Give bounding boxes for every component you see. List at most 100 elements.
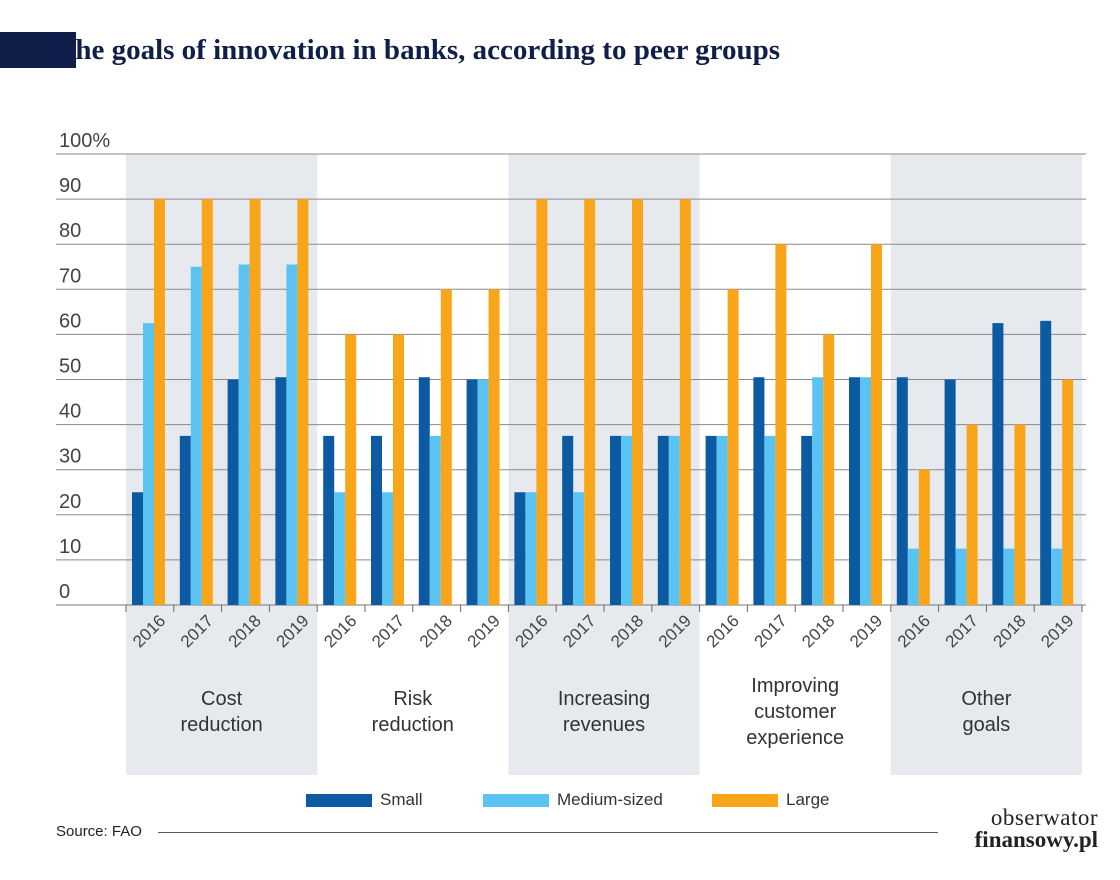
bar-large xyxy=(536,199,548,605)
publisher-logo: obserwator finansowy.pl xyxy=(948,805,1098,851)
group-label: Increasing revenues xyxy=(558,688,650,736)
legend-item-large: Large xyxy=(712,787,829,813)
bar-small xyxy=(753,377,765,605)
y-tick-label: 90 xyxy=(59,175,81,197)
bar-medium xyxy=(907,548,919,605)
bar-large xyxy=(345,334,357,605)
bar-small xyxy=(992,323,1004,605)
y-tick-label: 70 xyxy=(59,265,81,287)
bar-small xyxy=(323,435,335,605)
bar-small xyxy=(227,379,239,605)
legend-swatch-small xyxy=(306,793,372,807)
bar-medium xyxy=(382,492,393,605)
legend-label-medium: Medium-sized xyxy=(557,790,663,809)
bar-small xyxy=(132,492,143,605)
y-tick-label: 0 xyxy=(59,581,70,603)
title-accent-bar xyxy=(0,32,76,68)
bar-large xyxy=(727,289,739,605)
bars xyxy=(132,199,1074,605)
bar-large xyxy=(440,289,452,605)
bar-medium xyxy=(477,379,489,605)
source-note: Source: FAO xyxy=(56,823,142,840)
legend-swatch-large xyxy=(712,793,778,807)
bar-large xyxy=(297,199,309,605)
bar-large xyxy=(679,199,691,605)
bar-small xyxy=(944,379,956,605)
group-label: Other goals xyxy=(961,688,1011,736)
bar-small xyxy=(514,492,526,605)
y-tick-label: 60 xyxy=(59,310,81,332)
bar-small xyxy=(466,379,478,605)
logo-line-1: obserwator xyxy=(990,805,1098,830)
y-tick-label: 80 xyxy=(59,220,81,242)
group-label: Improving customer experience xyxy=(746,675,844,749)
legend-item-small: Small xyxy=(306,787,423,813)
bar-large xyxy=(488,289,500,605)
bar-large xyxy=(154,199,165,605)
bar-medium xyxy=(764,435,776,605)
y-tick-label: 20 xyxy=(59,491,81,513)
chart-title: The goals of innovation in banks, accord… xyxy=(56,34,781,66)
bar-medium xyxy=(860,377,871,605)
bar-medium xyxy=(621,435,632,605)
bar-small xyxy=(371,435,382,605)
legend: Small Medium-sized Large xyxy=(0,787,1120,813)
x-axis-ticks xyxy=(125,605,1083,612)
bar-small xyxy=(179,435,191,605)
x-axis-group-labels: Cost reduction Risk reduction Increasing reve… xyxy=(180,675,1011,749)
legend-item-medium: Medium-sized xyxy=(483,787,663,813)
bar-large xyxy=(918,469,930,605)
x-year-label: 2016 xyxy=(320,611,360,651)
x-year-label: 2016 xyxy=(703,611,743,651)
y-tick-label: 30 xyxy=(59,446,81,468)
group-bands xyxy=(126,154,1082,775)
bar-small xyxy=(896,377,908,605)
legend-swatch-medium xyxy=(483,793,549,807)
x-year-label: 2019 xyxy=(846,611,886,651)
group-label: Cost reduction xyxy=(180,688,262,736)
x-year-label: 2017 xyxy=(750,611,790,651)
bar-large xyxy=(1062,379,1074,605)
y-tick-label: 50 xyxy=(59,356,81,378)
legend-label-small: Small xyxy=(380,790,423,809)
bar-medium xyxy=(1051,548,1063,605)
legend-label-large: Large xyxy=(786,790,830,809)
bar-large xyxy=(1014,424,1026,605)
bar-medium xyxy=(286,264,298,605)
x-year-label: 2017 xyxy=(368,611,408,651)
y-axis-tick-labels: 0 10 20 30 40 50 60 70 80 90 100% xyxy=(59,130,110,603)
bar-medium xyxy=(716,435,728,605)
source-divider xyxy=(158,832,938,833)
bar-small xyxy=(610,435,621,605)
bar-small xyxy=(801,435,813,605)
bar-large xyxy=(871,244,882,605)
bar-small xyxy=(849,377,860,605)
bar-medium xyxy=(955,548,967,605)
bar-medium xyxy=(812,377,824,605)
bar-medium xyxy=(190,266,202,605)
bar-small xyxy=(705,435,717,605)
bar-small xyxy=(275,377,287,605)
bar-medium xyxy=(334,492,346,605)
bar-large xyxy=(584,199,596,605)
bar-medium xyxy=(573,492,585,605)
x-year-label: 2018 xyxy=(416,611,456,651)
bar-medium xyxy=(1003,548,1015,605)
bar-large xyxy=(632,199,643,605)
bar-medium xyxy=(143,323,154,605)
y-tick-label: 10 xyxy=(59,536,81,558)
x-year-label: 2019 xyxy=(464,611,504,651)
bar-large xyxy=(249,199,261,605)
bar-small xyxy=(418,377,430,605)
bar-small xyxy=(562,435,574,605)
bar-large xyxy=(966,424,978,605)
x-year-label: 2018 xyxy=(798,611,838,651)
bar-large xyxy=(775,244,787,605)
bar-medium xyxy=(238,264,250,605)
group-band xyxy=(890,154,1082,775)
bar-large xyxy=(823,334,835,605)
y-tick-label: 100% xyxy=(59,130,110,152)
bar-medium xyxy=(429,435,441,605)
y-tick-label: 40 xyxy=(59,401,81,423)
